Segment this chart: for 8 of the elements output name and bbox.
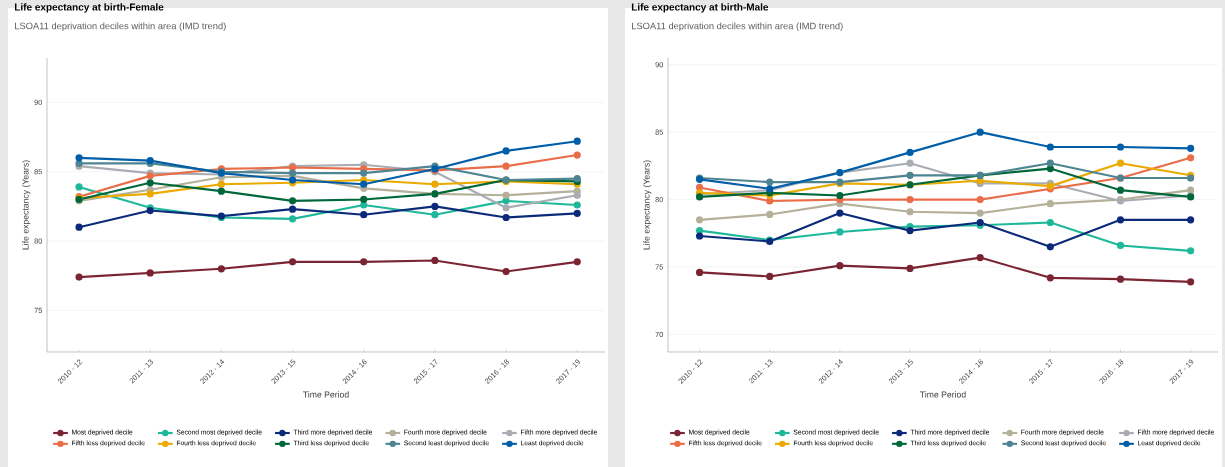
chart-subtitle: LSOA11 deprivation deciles within area (IMD trend) — [632, 22, 843, 32]
chart-title: Life expectancy at birth-Female — [14, 3, 164, 13]
x-axis-title: Time Period — [919, 391, 966, 398]
y-axis-title: Life expectancy (Years) — [643, 160, 652, 250]
chart-title: Life expectancy at birth-Male — [631, 3, 769, 13]
chart-subtitle: LSOA11 deprivation deciles within area (IMD trend) — [15, 22, 226, 32]
y-axis-title: Life expectancy (Years) — [22, 160, 31, 250]
x-axis-title: Time Period — [303, 391, 349, 398]
